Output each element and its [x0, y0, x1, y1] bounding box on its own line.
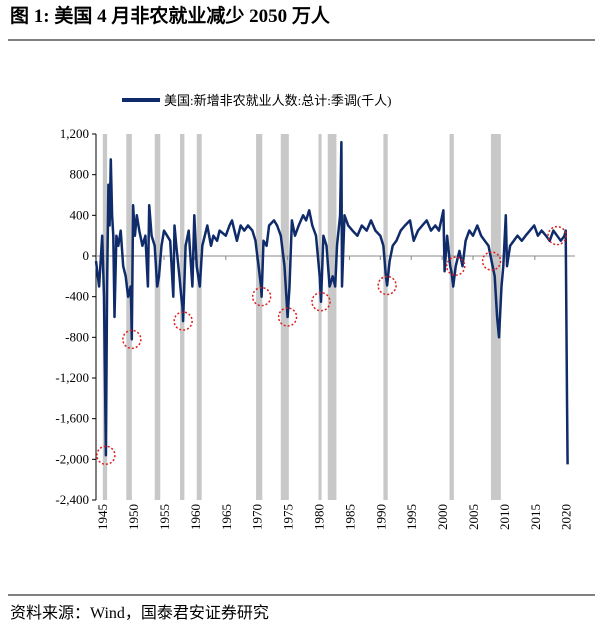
y-tick-label: -2,000: [55, 451, 89, 466]
x-tick-label: 1945: [95, 504, 110, 530]
x-tick-label: 2005: [466, 504, 481, 530]
y-tick-label: -1,600: [55, 411, 89, 426]
trough-circle: [251, 286, 272, 307]
trough-circle: [122, 329, 142, 350]
x-tick-label: 2010: [497, 504, 512, 530]
recession-band: [256, 134, 263, 500]
recession-band: [383, 134, 388, 500]
y-tick-label: 800: [70, 167, 90, 182]
x-tick-label: 1955: [157, 504, 172, 530]
y-tick-label: -1,200: [55, 370, 89, 385]
y-tick-label: 0: [83, 248, 90, 263]
x-tick-label: 2015: [528, 504, 543, 530]
trough-circle: [481, 251, 502, 271]
x-tick-label: 1985: [342, 504, 357, 530]
recession-band: [154, 134, 161, 500]
x-tick-label: 1975: [281, 504, 296, 530]
trough-circle: [311, 292, 331, 312]
series-line: [94, 140, 569, 465]
trough-circle: [277, 307, 298, 327]
recession-band: [318, 134, 322, 500]
recession-band: [327, 134, 337, 500]
recession-band: [280, 134, 289, 500]
recession-band: [126, 134, 132, 500]
chart-title: 图 1: 美国 4 月非农就业减少 2050 万人: [10, 4, 331, 27]
source: 资料来源：Wind，国泰君安证券研究: [10, 604, 269, 622]
y-tick-label: -400: [65, 289, 89, 304]
y-tick-label: 400: [70, 207, 90, 222]
trough-circle: [377, 275, 397, 296]
legend-label: 美国:新增非农就业人数:总计:季调(千人): [164, 93, 392, 108]
x-tick-label: 1960: [188, 504, 203, 530]
y-tick-label: -2,400: [55, 492, 89, 507]
x-tick-label: 1995: [404, 504, 419, 530]
recession-band: [196, 134, 202, 500]
x-tick-label: 2020: [559, 504, 574, 530]
x-tick-label: 1950: [126, 504, 141, 530]
x-tick-label: 1980: [312, 504, 327, 530]
trough-circle: [173, 311, 193, 331]
x-tick-label: 1990: [373, 504, 388, 530]
x-tick-label: 1965: [219, 504, 234, 530]
y-tick-label: -800: [65, 329, 89, 344]
trough-circle: [96, 445, 116, 466]
y-tick-label: 1,200: [60, 126, 89, 141]
trough-circle: [547, 225, 567, 246]
recession-band: [449, 134, 454, 500]
x-tick-label: 2000: [435, 504, 450, 530]
trough-circle: [445, 256, 466, 276]
x-tick-label: 1970: [250, 504, 265, 530]
